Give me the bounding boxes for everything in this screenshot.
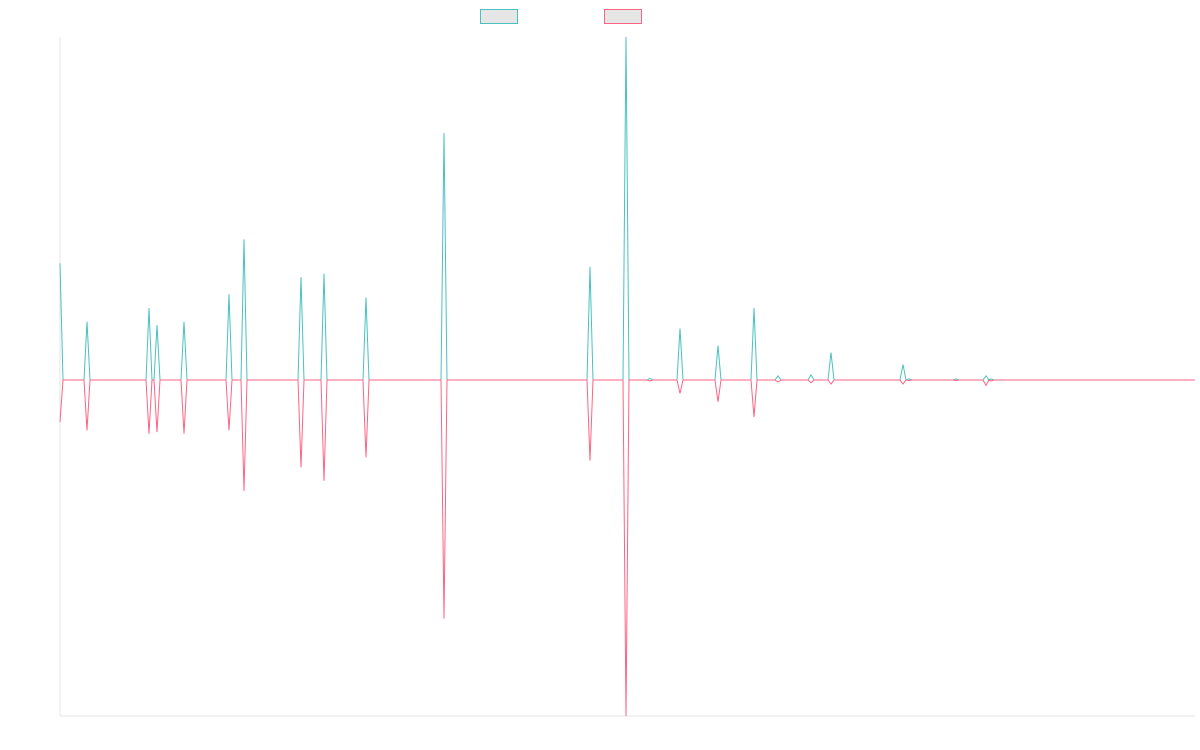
legend bbox=[0, 9, 1200, 27]
series-layer bbox=[59, 36, 1195, 717]
legend-swatch-series-2 bbox=[604, 9, 642, 24]
legend-swatch-series-1 bbox=[480, 9, 518, 24]
legend-item-series-1[interactable] bbox=[480, 9, 518, 24]
axes bbox=[59, 37, 1195, 717]
series-line-2 bbox=[59, 379, 1195, 717]
legend-item-series-2[interactable] bbox=[604, 9, 642, 24]
series-line-1 bbox=[59, 36, 1195, 381]
